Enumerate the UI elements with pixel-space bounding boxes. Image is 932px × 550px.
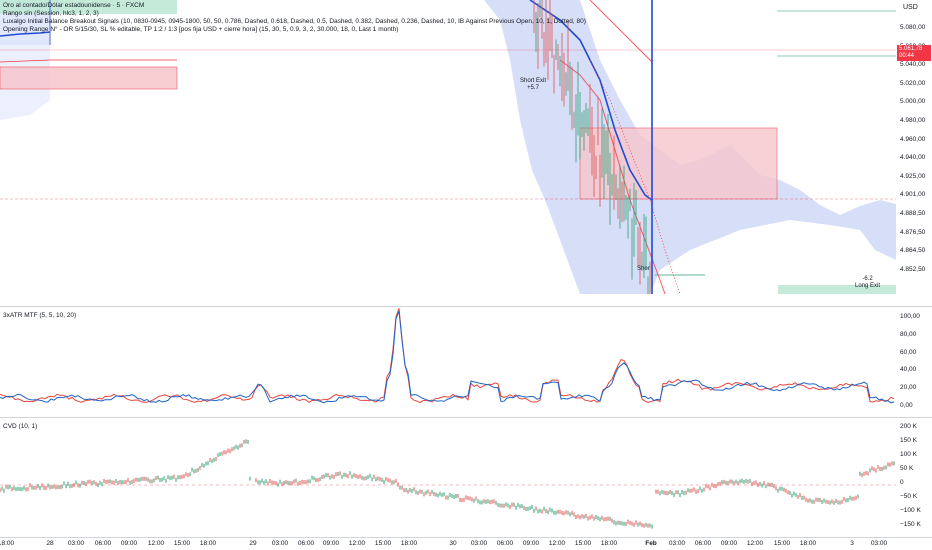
atr-chart-canvas bbox=[0, 308, 895, 404]
green-zone-top bbox=[50, 0, 177, 14]
time-tick: 15:00 bbox=[574, 540, 592, 547]
price-chart-pane[interactable]: Short Exit +5.7 Shor -6.2 Long Exit bbox=[0, 0, 896, 294]
atr-axis[interactable]: 100,00 80,00 60,00 40,00 20,00 0,00 bbox=[896, 308, 932, 414]
axis-tick: 4.925,00 bbox=[900, 172, 926, 180]
axis-tick: 5.080,00 bbox=[900, 24, 926, 31]
time-tick: 09:00 bbox=[120, 540, 138, 547]
left-blue-line bbox=[0, 31, 51, 37]
atr-legend[interactable]: 3xATR MTF (5, 5, 10, 20) bbox=[3, 312, 77, 319]
blue-moving-average bbox=[529, 0, 653, 201]
axis-tick: 4.864,50 bbox=[900, 247, 926, 255]
axis-tick: 0 bbox=[900, 479, 904, 486]
time-tick: Feb bbox=[645, 540, 657, 547]
cvd-axis[interactable]: 200 K 150 K 100 K 50 K 0 −50 K −100 K −150 K bbox=[896, 419, 932, 536]
red-moving-average bbox=[589, 0, 653, 63]
time-tick: 03:00 bbox=[470, 540, 488, 547]
axis-tick: 40,00 bbox=[900, 366, 917, 374]
axis-tick: 100,00 bbox=[900, 313, 920, 320]
time-axis[interactable]: 18:00 28 03:00 06:00 09:00 12:00 15:00 18:00 29 0… bbox=[0, 538, 896, 550]
time-tick: 18:00 bbox=[400, 540, 418, 547]
time-tick: 18:00 bbox=[600, 540, 618, 547]
axis-tick: 5.040,00 bbox=[900, 61, 926, 69]
axis-tick: −150 K bbox=[900, 521, 921, 528]
pane-separator[interactable] bbox=[0, 306, 932, 307]
axis-tick: 4.876,50 bbox=[900, 228, 926, 236]
axis-tick: 50 K bbox=[900, 465, 914, 472]
time-tick: 09:00 bbox=[522, 540, 540, 547]
time-tick: 06:00 bbox=[694, 540, 712, 547]
indicator-opening-range[interactable]: Opening Range N° - OR 5/15/30, SL % edit… bbox=[3, 26, 399, 33]
axis-tick: 0,00 bbox=[900, 402, 913, 409]
cvd-pane[interactable] bbox=[0, 419, 896, 536]
red-moving-average-2 bbox=[559, 59, 666, 294]
time-tick: 12:00 bbox=[548, 540, 566, 547]
price-axis[interactable]: 5.080,005.060,005.040,005.020,005.000,00… bbox=[896, 0, 932, 294]
time-tick: 15:00 bbox=[374, 540, 392, 547]
axis-tick: 20,00 bbox=[900, 384, 917, 392]
red-zone-left bbox=[0, 66, 178, 90]
axis-tick: 4.901,00 bbox=[900, 191, 926, 199]
time-tick: 28 bbox=[46, 540, 54, 547]
time-tick: 03:00 bbox=[67, 540, 85, 547]
left-red-line bbox=[0, 59, 177, 63]
atr-pane[interactable] bbox=[0, 308, 896, 414]
axis-tick: 150 K bbox=[900, 437, 917, 444]
axis-tick: −50 K bbox=[900, 493, 918, 500]
cvd-chart-canvas bbox=[0, 439, 896, 529]
axis-tick: 4.852,50 bbox=[900, 265, 926, 273]
time-tick: 12:00 bbox=[348, 540, 366, 547]
time-tick: 06:00 bbox=[297, 540, 315, 547]
time-tick: 12:00 bbox=[746, 540, 764, 547]
time-tick: 09:00 bbox=[720, 540, 738, 547]
atr-blue-line bbox=[0, 311, 895, 404]
short-label: Shor bbox=[637, 266, 650, 272]
time-tick: 3 bbox=[850, 540, 854, 547]
initial-balance-box-green bbox=[0, 0, 50, 14]
time-tick: 09:00 bbox=[322, 540, 340, 547]
time-tick: 03:00 bbox=[870, 540, 888, 547]
axis-tick: 80,00 bbox=[900, 330, 917, 338]
volatility-band bbox=[484, 0, 896, 294]
axis-tick: 4.888,50 bbox=[900, 210, 926, 217]
candlesticks bbox=[533, 0, 651, 294]
axis-tick: 100 K bbox=[900, 451, 917, 458]
atr-red-line bbox=[0, 308, 895, 404]
axis-tick: 5.000,00 bbox=[900, 98, 926, 106]
time-tick: 03:00 bbox=[668, 540, 686, 547]
cvd-legend[interactable]: CVD (10, 1) bbox=[3, 423, 38, 430]
time-tick: 30 bbox=[449, 540, 457, 547]
pane-separator[interactable] bbox=[0, 417, 932, 418]
time-tick: 03:00 bbox=[271, 540, 289, 547]
axis-tick: 4.980,00 bbox=[900, 117, 926, 124]
main-legend: Oro al contado/Dólar estadounidense · 5 … bbox=[3, 2, 586, 34]
green-zone-bottom bbox=[778, 285, 896, 294]
time-tick: 15:00 bbox=[773, 540, 791, 547]
cvd-candles bbox=[0, 439, 895, 529]
time-tick: 06:00 bbox=[94, 540, 112, 547]
axis-tick: 4.940,00 bbox=[900, 154, 926, 162]
time-axis-separator bbox=[0, 537, 932, 538]
price-chart-canvas[interactable] bbox=[0, 0, 896, 294]
indicator-luxalgo[interactable]: Luxalgo Initial Balance Breakout Signals… bbox=[3, 18, 586, 25]
long-exit-label: -6.2 Long Exit bbox=[855, 276, 881, 289]
time-tick: 18:00 bbox=[0, 540, 15, 547]
time-tick: 29 bbox=[249, 540, 257, 547]
axis-tick: 60,00 bbox=[900, 348, 917, 356]
current-price-tag: 5.061,78 00:44 bbox=[897, 45, 931, 61]
time-tick: 18:00 bbox=[799, 540, 817, 547]
axis-tick: −100 K bbox=[900, 507, 921, 514]
axis-tick: 4.960,00 bbox=[900, 135, 926, 143]
axis-tick: 5.020,00 bbox=[900, 79, 926, 87]
time-tick: 15:00 bbox=[173, 540, 191, 547]
time-tick: 18:00 bbox=[199, 540, 217, 547]
indicator-range[interactable]: Rango sin (Session, hlc3, 1, 2, 3) bbox=[3, 10, 99, 17]
currency-label: USD bbox=[903, 4, 918, 11]
time-tick: 12:00 bbox=[147, 540, 165, 547]
red-zone-main bbox=[579, 127, 778, 200]
axis-tick: 200 K bbox=[900, 423, 917, 430]
time-tick: 06:00 bbox=[496, 540, 514, 547]
symbol-title[interactable]: Oro al contado/Dólar estadounidense · 5 … bbox=[3, 2, 145, 9]
short-exit-label: Short Exit +5.7 bbox=[520, 78, 547, 91]
